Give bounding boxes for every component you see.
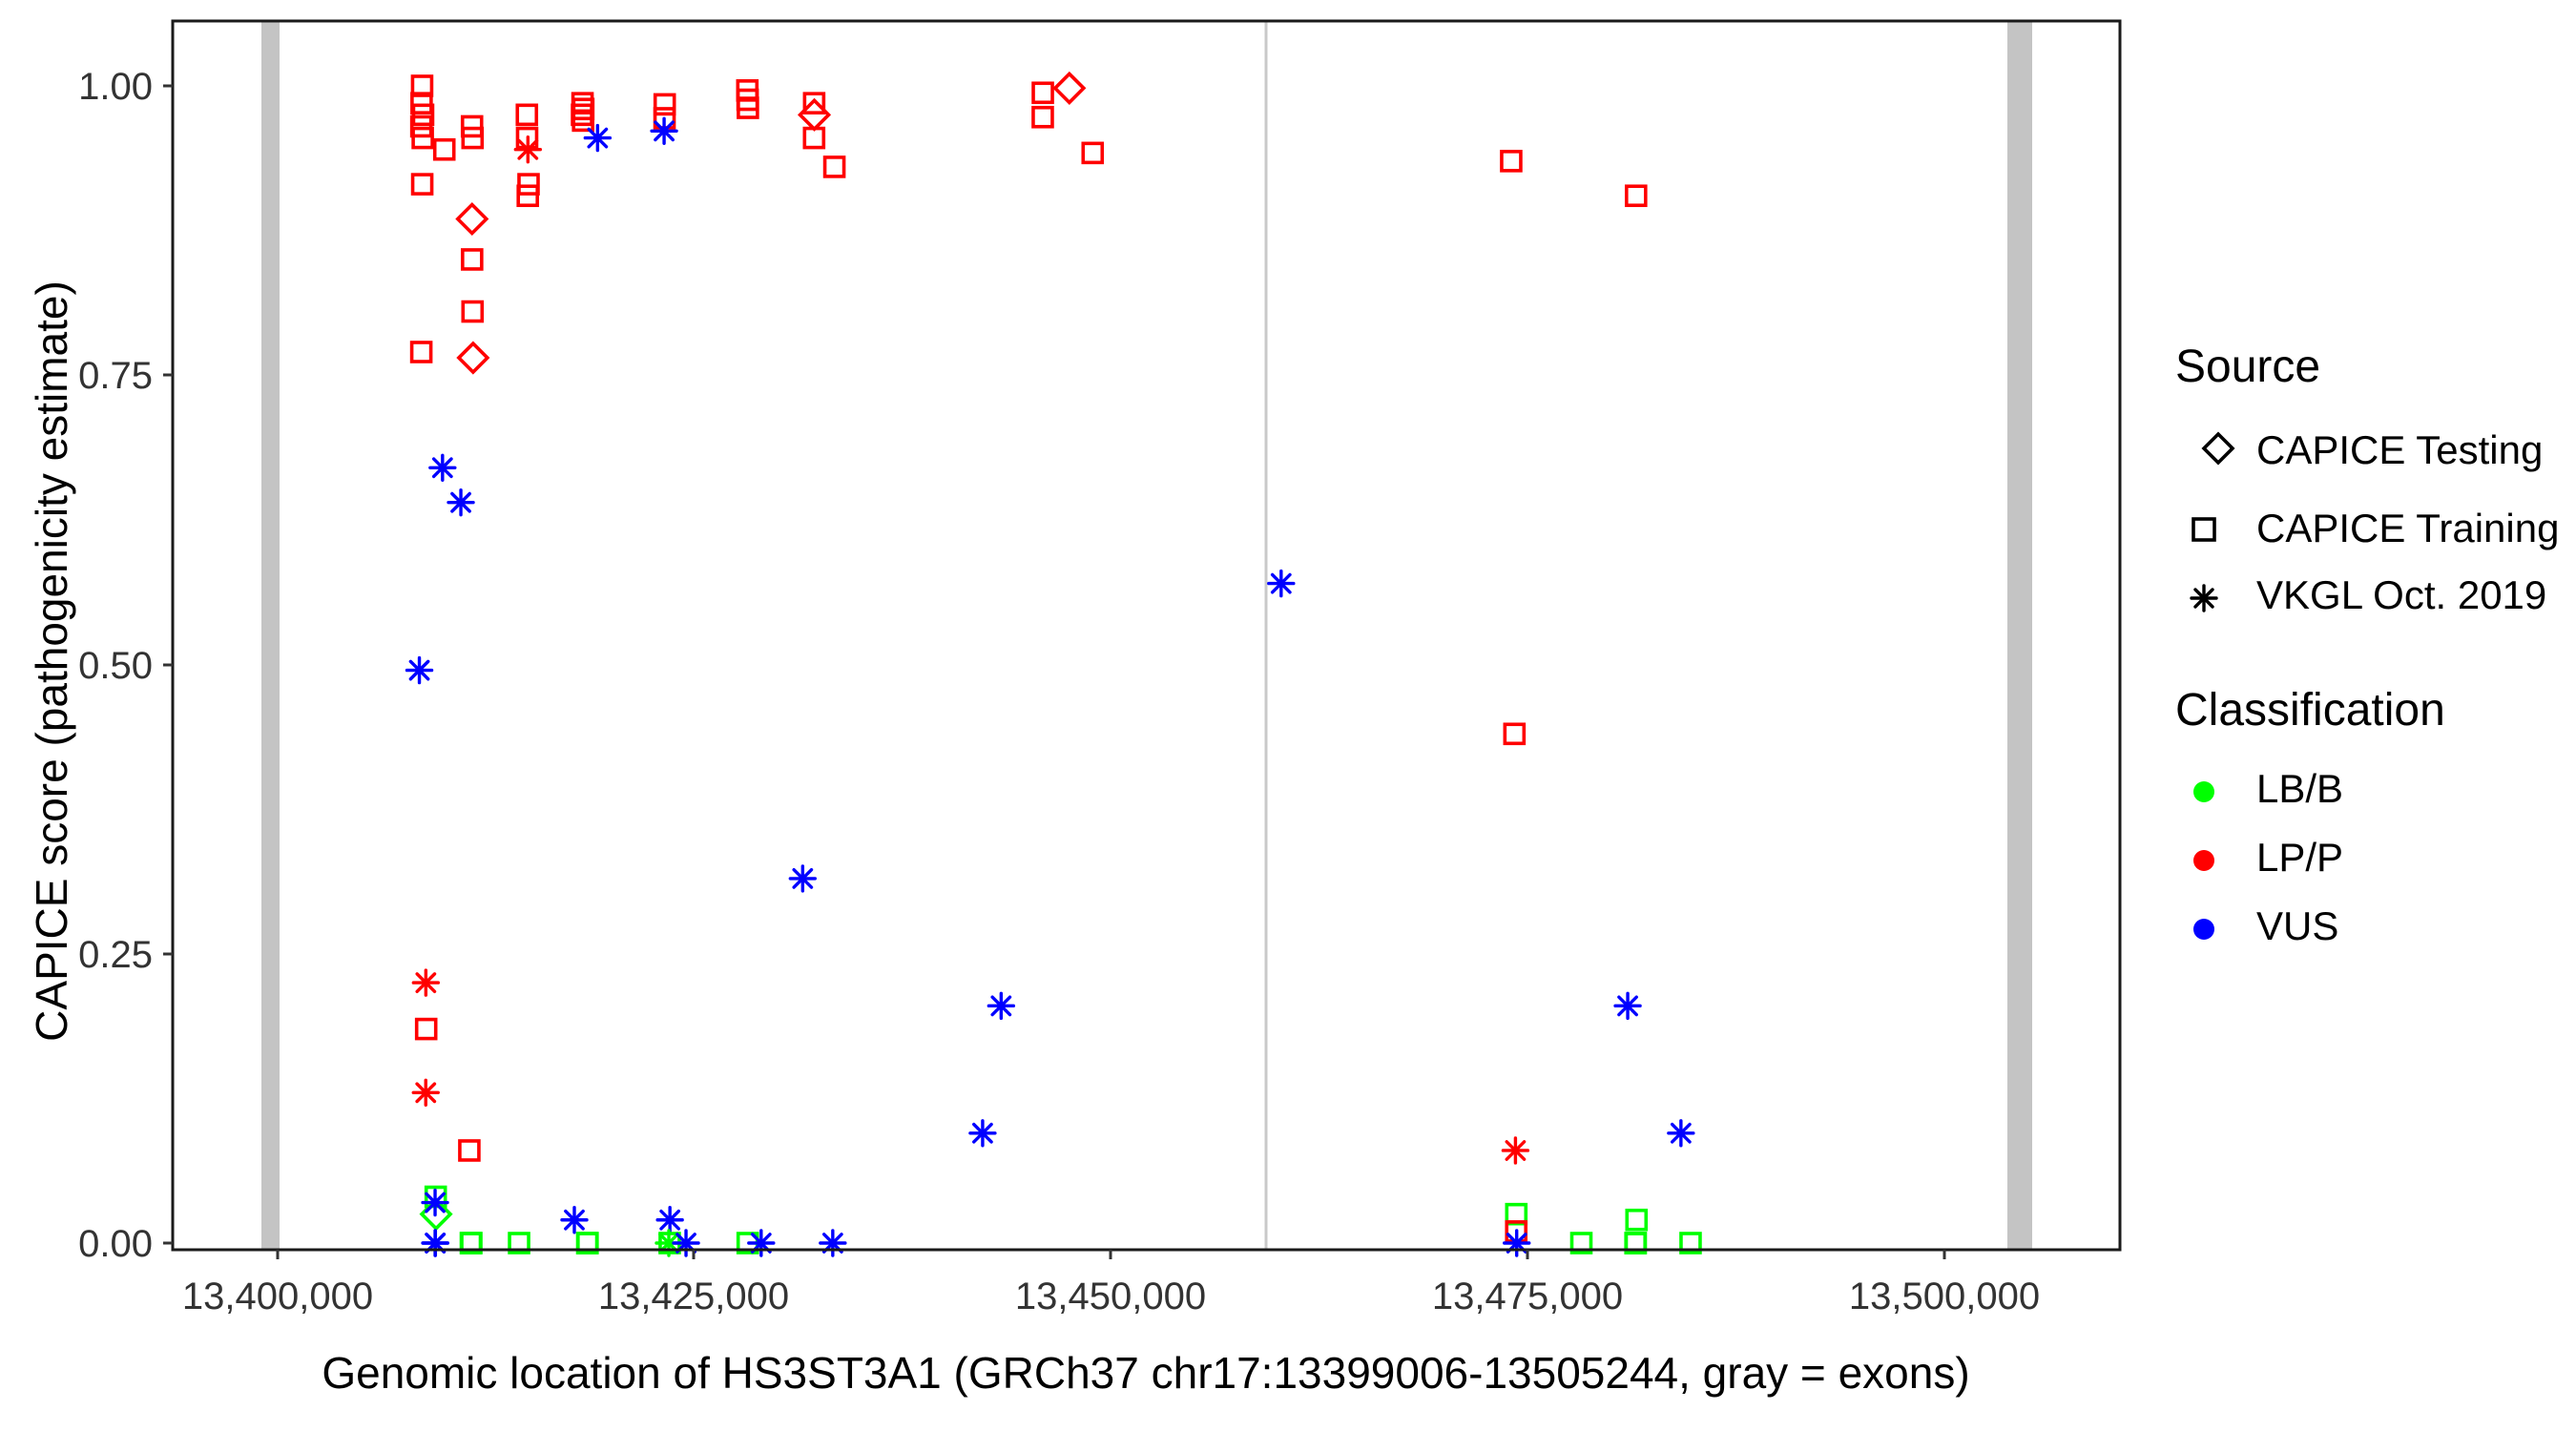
svg-text:Source: Source — [2175, 342, 2320, 392]
svg-text:0.25: 0.25 — [78, 934, 153, 976]
svg-text:13,425,000: 13,425,000 — [598, 1275, 789, 1317]
svg-text:LP/P: LP/P — [2256, 835, 2343, 880]
svg-text:VUS: VUS — [2256, 903, 2338, 948]
svg-text:CAPICE score (pathogenicity es: CAPICE score (pathogenicity estimate) — [27, 280, 76, 1042]
svg-text:0.75: 0.75 — [78, 355, 153, 397]
svg-text:13,400,000: 13,400,000 — [182, 1275, 373, 1317]
svg-text:0.00: 0.00 — [78, 1223, 153, 1265]
svg-text:CAPICE Testing: CAPICE Testing — [2256, 427, 2543, 472]
svg-text:VKGL Oct. 2019: VKGL Oct. 2019 — [2256, 572, 2546, 617]
svg-text:CAPICE Training: CAPICE Training — [2256, 506, 2559, 550]
svg-text:13,450,000: 13,450,000 — [1015, 1275, 1206, 1317]
svg-text:0.50: 0.50 — [78, 645, 153, 687]
svg-text:1.00: 1.00 — [78, 66, 153, 108]
svg-text:13,500,000: 13,500,000 — [1849, 1275, 2040, 1317]
svg-text:LB/B: LB/B — [2256, 766, 2343, 811]
svg-text:13,475,000: 13,475,000 — [1432, 1275, 1623, 1317]
svg-text:Genomic location of HS3ST3A1 (: Genomic location of HS3ST3A1 (GRCh37 chr… — [322, 1348, 1969, 1398]
svg-text:Classification: Classification — [2175, 685, 2445, 736]
